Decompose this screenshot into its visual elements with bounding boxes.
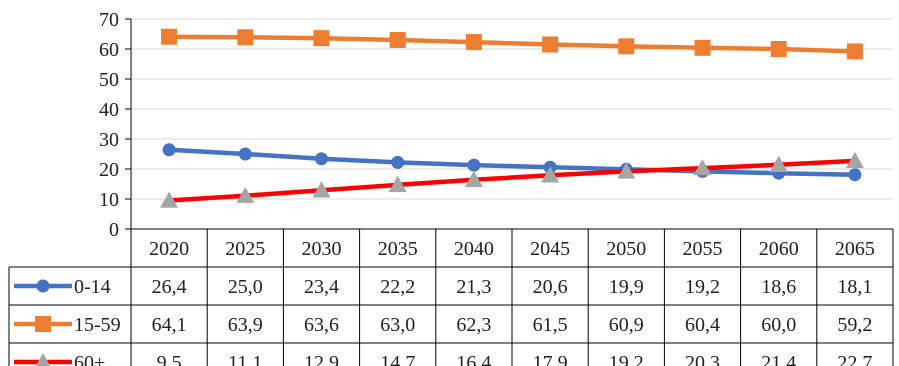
legend-label: 15-59 — [74, 314, 121, 336]
table-value: 18,6 — [761, 276, 796, 298]
table-value: 20,3 — [685, 352, 720, 366]
data-point-15-59 — [389, 32, 406, 48]
data-point-60+ — [160, 191, 179, 208]
y-tick-label: 40 — [99, 99, 119, 121]
y-tick-label: 30 — [99, 129, 119, 151]
table-value: 9,5 — [157, 352, 182, 366]
table-value: 18,1 — [837, 276, 872, 298]
series-line-60+ — [166, 158, 858, 203]
legend-marker-0-14 — [36, 279, 50, 293]
y-tick-label: 60 — [99, 39, 119, 61]
x-category-label: 2050 — [606, 238, 646, 260]
x-category-label: 2035 — [378, 238, 418, 260]
y-tick-label: 70 — [99, 9, 119, 31]
data-point-60+ — [617, 162, 636, 179]
x-category-label: 2045 — [530, 238, 570, 260]
x-category-label: 2055 — [683, 238, 723, 260]
table-value: 11,1 — [228, 352, 262, 366]
data-point-15-59 — [313, 30, 330, 47]
table-value: 64,1 — [152, 314, 187, 336]
data-point-0-14 — [391, 155, 405, 169]
data-point-60+ — [541, 166, 560, 183]
data-point-60+ — [845, 151, 864, 169]
data-point-15-59 — [846, 43, 863, 60]
table-value: 63,0 — [380, 314, 415, 336]
data-point-0-14 — [238, 147, 252, 161]
x-category-label: 2030 — [302, 238, 342, 260]
table-value: 14,7 — [380, 352, 415, 366]
table-value: 60,9 — [609, 314, 644, 336]
table-value: 63,6 — [304, 314, 339, 336]
table-value: 25,0 — [228, 276, 263, 298]
data-point-15-59 — [770, 41, 787, 57]
x-category-label: 2060 — [759, 238, 799, 260]
data-point-15-59 — [161, 28, 178, 45]
legend-label: 0-14 — [74, 276, 111, 298]
x-category-label: 2025 — [225, 238, 265, 260]
y-tick-label: 0 — [109, 219, 119, 241]
legend-label: 60+ — [74, 352, 105, 366]
table-value: 26,4 — [152, 276, 187, 298]
y-tick-label: 50 — [99, 69, 119, 91]
data-point-60+ — [693, 159, 712, 176]
table-value: 12,9 — [304, 352, 339, 366]
data-point-15-59 — [237, 29, 254, 46]
data-point-0-14 — [848, 168, 862, 182]
series-line-0-14 — [166, 147, 858, 177]
series-line-15-59 — [166, 34, 858, 54]
table-value: 23,4 — [304, 276, 339, 298]
data-point-60+ — [236, 186, 255, 203]
y-tick-label: 20 — [99, 159, 119, 181]
table-value: 63,9 — [228, 314, 263, 336]
data-point-15-59 — [542, 36, 559, 53]
data-point-0-14 — [162, 143, 176, 157]
table-value: 21,4 — [761, 352, 796, 366]
table-value: 61,5 — [533, 314, 568, 336]
data-point-60+ — [312, 181, 331, 198]
table-value: 22,7 — [837, 352, 872, 366]
table-value: 62,3 — [456, 314, 491, 336]
table-value: 19,9 — [609, 276, 644, 298]
table-value: 19,2 — [685, 276, 720, 298]
table-value: 22,2 — [380, 276, 415, 298]
x-category-label: 2040 — [454, 238, 494, 260]
table-value: 21,3 — [456, 276, 491, 298]
data-point-15-59 — [694, 39, 711, 56]
legend-marker-15-59 — [35, 316, 51, 332]
data-point-60+ — [388, 175, 407, 193]
data-point-60+ — [769, 155, 788, 172]
table-value: 59,2 — [837, 314, 872, 336]
data-point-0-14 — [467, 158, 481, 172]
table-value: 20,6 — [533, 276, 568, 298]
table-value: 19,2 — [609, 352, 644, 366]
data-point-15-59 — [465, 34, 482, 51]
data-point-0-14 — [315, 152, 328, 166]
y-tick-label: 10 — [99, 189, 119, 211]
table-value: 17,9 — [533, 352, 568, 366]
data-point-15-59 — [618, 38, 635, 55]
x-category-label: 2020 — [149, 238, 189, 260]
table-value: 60,4 — [685, 314, 720, 336]
table-value: 60,0 — [761, 314, 796, 336]
x-category-label: 2065 — [835, 238, 875, 260]
data-point-60+ — [464, 170, 483, 187]
legend-marker-60+ — [35, 353, 51, 366]
table-value: 16,4 — [456, 352, 491, 366]
